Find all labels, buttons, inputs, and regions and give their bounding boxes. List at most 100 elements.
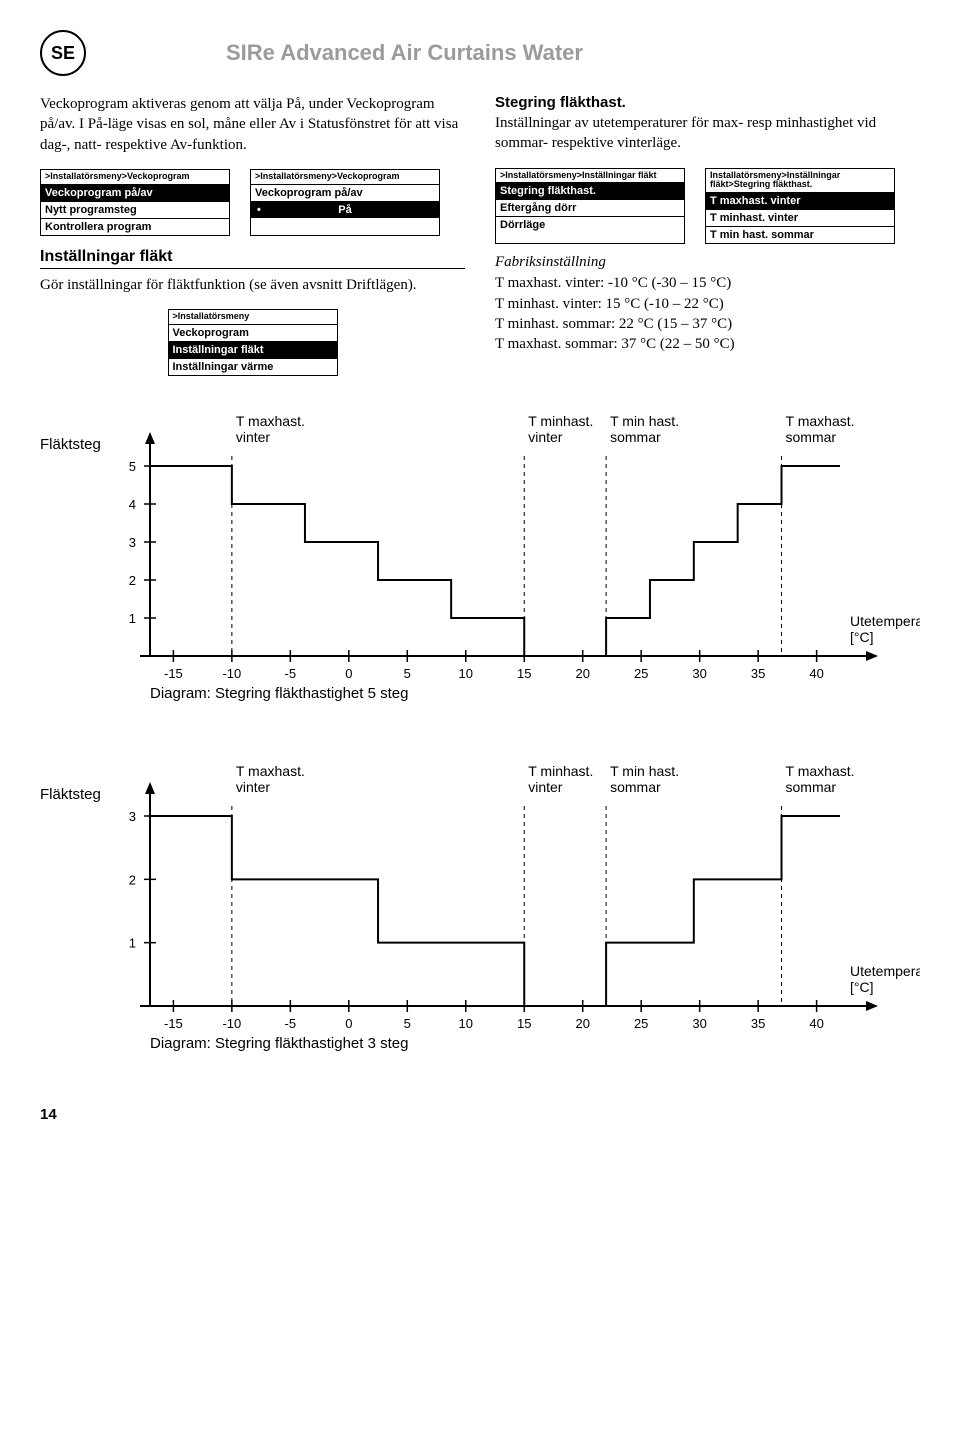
svg-text:15: 15 bbox=[517, 666, 531, 681]
svg-text:T maxhast.: T maxhast. bbox=[236, 763, 305, 779]
menu-breadcrumb: >Installatörsmeny>Veckoprogram bbox=[41, 170, 229, 185]
svg-text:30: 30 bbox=[692, 1016, 706, 1031]
menu-breadcrumb: >Installatörsmeny>Veckoprogram bbox=[251, 170, 439, 185]
menu-item[interactable]: Stegring fläkthast. bbox=[496, 183, 684, 200]
right-column: Stegring fläkthast. Inställningar av ute… bbox=[495, 94, 920, 376]
svg-text:vinter: vinter bbox=[236, 429, 271, 445]
svg-text:vinter: vinter bbox=[236, 779, 271, 795]
menu-box: >Installatörsmeny>Inställningar fläktSte… bbox=[495, 168, 685, 245]
menu-row-1: >Installatörsmeny>VeckoprogramVeckoprogr… bbox=[40, 169, 465, 236]
svg-text:T maxhast.: T maxhast. bbox=[236, 413, 305, 429]
svg-text:Utetemperatur: Utetemperatur bbox=[850, 613, 920, 629]
svg-text:1: 1 bbox=[129, 611, 136, 626]
chart-3-svg: 123-15-10-50510152025303540T maxhast.vin… bbox=[40, 756, 920, 1056]
header: SE SIRe Advanced Air Curtains Water bbox=[40, 30, 920, 76]
menu-item[interactable]: Veckoprogram på/av bbox=[251, 185, 439, 202]
svg-text:20: 20 bbox=[575, 666, 589, 681]
svg-text:25: 25 bbox=[634, 1016, 648, 1031]
menu-item[interactable]: T min hast. sommar bbox=[706, 227, 894, 243]
svg-text:25: 25 bbox=[634, 666, 648, 681]
menu-row-2: >Installatörsmeny>Inställningar fläktSte… bbox=[495, 168, 920, 245]
svg-text:30: 30 bbox=[692, 666, 706, 681]
page-number: 14 bbox=[40, 1106, 920, 1123]
svg-text:2: 2 bbox=[129, 872, 136, 887]
menu-box: >InstallatörsmenyVeckoprogramInställning… bbox=[168, 309, 338, 376]
svg-text:-15: -15 bbox=[164, 666, 183, 681]
svg-text:10: 10 bbox=[459, 666, 473, 681]
svg-text:Diagram: Stegring fläkthastigh: Diagram: Stegring fläkthastighet 5 steg bbox=[150, 685, 408, 702]
svg-text:-15: -15 bbox=[164, 1016, 183, 1031]
svg-text:3: 3 bbox=[129, 535, 136, 550]
menu-item[interactable]: Veckoprogram på/av bbox=[41, 185, 229, 202]
svg-text:35: 35 bbox=[751, 1016, 765, 1031]
menu-box: >Installatörsmeny>VeckoprogramVeckoprogr… bbox=[40, 169, 230, 236]
chart-3step: Fläktsteg 123-15-10-50510152025303540T m… bbox=[40, 756, 920, 1056]
charts: Fläktsteg 12345-15-10-50510152025303540T… bbox=[40, 406, 920, 1056]
svg-text:10: 10 bbox=[459, 1016, 473, 1031]
menu-item[interactable]: Nytt programsteg bbox=[41, 202, 229, 219]
svg-text:T maxhast.: T maxhast. bbox=[786, 763, 855, 779]
svg-text:[°C]: [°C] bbox=[850, 629, 874, 645]
menu-item[interactable]: Dörrläge bbox=[496, 217, 684, 233]
section-flakt-heading: Inställningar fläkt bbox=[40, 248, 465, 269]
svg-text:Diagram: Stegring fläkthastigh: Diagram: Stegring fläkthastighet 3 steg bbox=[150, 1035, 408, 1052]
svg-text:5: 5 bbox=[404, 666, 411, 681]
svg-text:sommar: sommar bbox=[610, 779, 661, 795]
svg-text:5: 5 bbox=[404, 1016, 411, 1031]
svg-text:2: 2 bbox=[129, 573, 136, 588]
menu-box: >Installatörsmeny>VeckoprogramVeckoprogr… bbox=[250, 169, 440, 236]
flaktsteg-label: Fläktsteg bbox=[40, 436, 101, 453]
menu-item[interactable]: Inställningar värme bbox=[169, 359, 337, 375]
para-stegring: Inställningar av utetemperaturer för max… bbox=[495, 113, 920, 154]
stegring-heading: Stegring fläkthast. bbox=[495, 94, 920, 111]
svg-text:40: 40 bbox=[809, 666, 823, 681]
fabriks-line: T minhast. vinter: 15 °C (-10 – 22 °C) bbox=[495, 294, 920, 314]
svg-text:5: 5 bbox=[129, 459, 136, 474]
svg-text:sommar: sommar bbox=[610, 429, 661, 445]
para-flakt: Gör inställningar för fläktfunktion (se … bbox=[40, 275, 465, 295]
svg-text:T min hast.: T min hast. bbox=[610, 413, 679, 429]
svg-text:T minhast.: T minhast. bbox=[528, 413, 593, 429]
svg-text:0: 0 bbox=[345, 1016, 352, 1031]
svg-text:0: 0 bbox=[345, 666, 352, 681]
menu-item[interactable]: T maxhast. vinter bbox=[706, 193, 894, 210]
svg-text:4: 4 bbox=[129, 497, 136, 512]
flaktsteg-label: Fläktsteg bbox=[40, 786, 101, 803]
menu-item[interactable]: Veckoprogram bbox=[169, 325, 337, 342]
menu-item[interactable]: Inställningar fläkt bbox=[169, 342, 337, 359]
svg-text:15: 15 bbox=[517, 1016, 531, 1031]
fabriks-heading: Fabriksinställning bbox=[495, 254, 920, 271]
fabriks-line: T minhast. sommar: 22 °C (15 – 37 °C) bbox=[495, 314, 920, 334]
menu-item[interactable]: T minhast. vinter bbox=[706, 210, 894, 227]
menu-item[interactable]: •På bbox=[251, 202, 439, 218]
fabriks-lines: T maxhast. vinter: -10 °C (-30 – 15 °C)T… bbox=[495, 273, 920, 354]
menu-item[interactable]: Eftergång dörr bbox=[496, 200, 684, 217]
fabriks-line: T maxhast. sommar: 37 °C (22 – 50 °C) bbox=[495, 334, 920, 354]
fabriks-line: T maxhast. vinter: -10 °C (-30 – 15 °C) bbox=[495, 273, 920, 293]
menu-breadcrumb: >Installatörsmeny>Inställningar fläkt bbox=[496, 169, 684, 184]
svg-text:T min hast.: T min hast. bbox=[610, 763, 679, 779]
svg-text:40: 40 bbox=[809, 1016, 823, 1031]
svg-text:vinter: vinter bbox=[528, 429, 563, 445]
svg-text:sommar: sommar bbox=[786, 779, 837, 795]
svg-text:-10: -10 bbox=[222, 666, 241, 681]
svg-text:3: 3 bbox=[129, 809, 136, 824]
se-badge: SE bbox=[40, 30, 86, 76]
svg-text:35: 35 bbox=[751, 666, 765, 681]
svg-text:1: 1 bbox=[129, 935, 136, 950]
content-columns: Veckoprogram aktiveras genom att välja P… bbox=[40, 94, 920, 376]
menu-box: Installatörsmeny>Inställningar fläkt>Ste… bbox=[705, 168, 895, 245]
svg-text:Utetemperatur: Utetemperatur bbox=[850, 963, 920, 979]
chart-5step: Fläktsteg 12345-15-10-50510152025303540T… bbox=[40, 406, 920, 706]
menu-breadcrumb: Installatörsmeny>Inställningar fläkt>Ste… bbox=[706, 169, 894, 194]
svg-text:T minhast.: T minhast. bbox=[528, 763, 593, 779]
menu-item[interactable]: Kontrollera program bbox=[41, 219, 229, 235]
svg-text:T maxhast.: T maxhast. bbox=[786, 413, 855, 429]
svg-text:-5: -5 bbox=[285, 1016, 297, 1031]
svg-text:vinter: vinter bbox=[528, 779, 563, 795]
page-title: SIRe Advanced Air Curtains Water bbox=[226, 40, 583, 66]
menu-breadcrumb: >Installatörsmeny bbox=[169, 310, 337, 325]
para-veckoprogram: Veckoprogram aktiveras genom att välja P… bbox=[40, 94, 465, 155]
chart-5-svg: 12345-15-10-50510152025303540T maxhast.v… bbox=[40, 406, 920, 706]
svg-text:20: 20 bbox=[575, 1016, 589, 1031]
